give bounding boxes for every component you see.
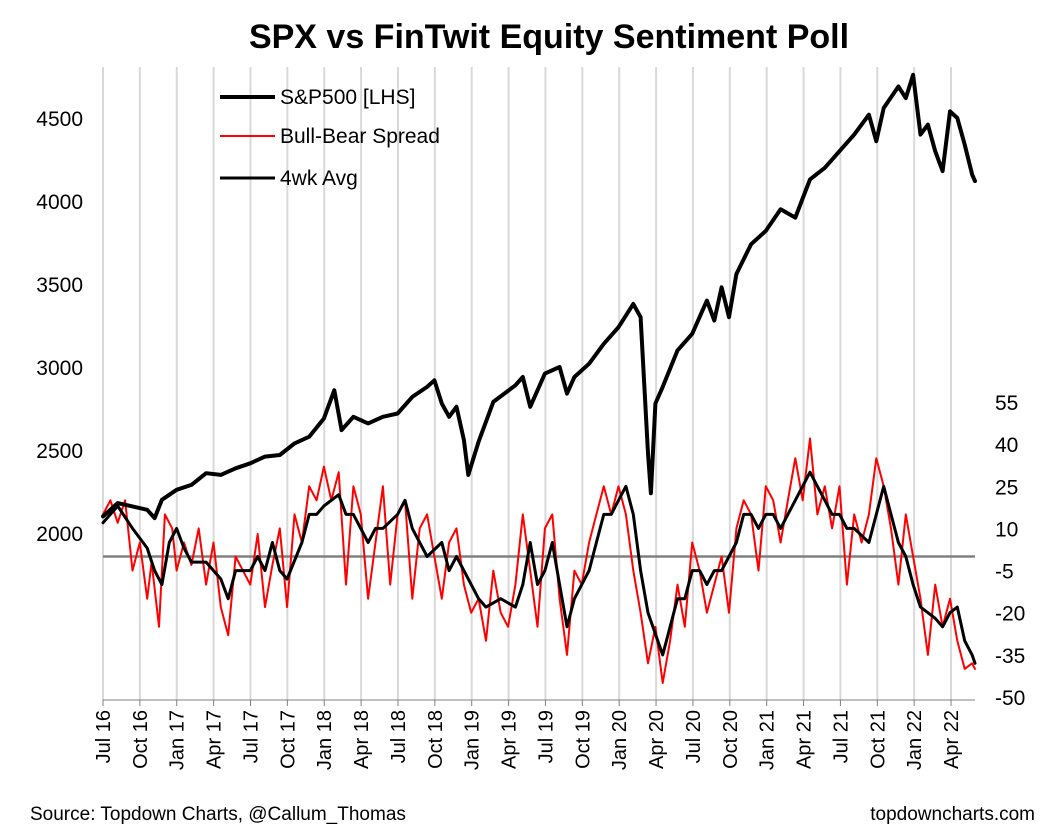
grid-layer bbox=[102, 67, 953, 700]
left-tick-label: 2500 bbox=[36, 440, 83, 463]
left-tick-label: 3000 bbox=[36, 357, 83, 380]
right-tick-label: 40 bbox=[995, 434, 1018, 457]
series-line-spread bbox=[102, 437, 976, 684]
x-tick-label: Jul 21 bbox=[830, 710, 852, 763]
footer-source: Source: Topdown Charts, @Callum_Thomas bbox=[30, 804, 406, 825]
x-tick-label: Apr 20 bbox=[646, 710, 668, 769]
x-tick-label: Apr 22 bbox=[941, 710, 963, 769]
x-tick-label: Apr 17 bbox=[204, 710, 226, 769]
x-tick-label: Apr 21 bbox=[794, 710, 816, 769]
right-tick-label: 55 bbox=[995, 392, 1018, 415]
left-tick-label: 3500 bbox=[36, 274, 83, 297]
x-tick-label: Oct 21 bbox=[867, 710, 889, 769]
left-tick-label: 2000 bbox=[36, 523, 83, 546]
right-tick-label: -20 bbox=[995, 603, 1025, 626]
x-tick-label: Jan 22 bbox=[904, 710, 926, 770]
footer-site: topdowncharts.com bbox=[870, 804, 1035, 825]
left-tick-label: 4500 bbox=[36, 108, 83, 131]
x-tick-label: Jul 19 bbox=[535, 710, 557, 763]
x-tick-label: Oct 18 bbox=[425, 710, 447, 769]
series-layer bbox=[101, 72, 977, 684]
axis-layer: Jul 16 Oct 16 Jan 17 Apr 17 Jul 17 Oct 17 Jan … bbox=[36, 108, 1025, 770]
series-line-avg bbox=[101, 470, 977, 665]
chart-title: SPX vs FinTwit Equity Sentiment Poll bbox=[249, 18, 849, 56]
x-tick-label: Apr 19 bbox=[499, 710, 521, 769]
x-tick-label: Jan 20 bbox=[609, 710, 631, 770]
x-tick-label: Jan 17 bbox=[167, 710, 189, 770]
legend-label-avg: 4wk Avg bbox=[280, 167, 358, 190]
x-tick-label: Jan 21 bbox=[757, 710, 779, 770]
x-tick-label: Jul 18 bbox=[388, 710, 410, 763]
legend: S&P500 [LHS] Bull-Bear Spread 4wk Avg bbox=[220, 86, 440, 190]
x-tick-label: Oct 16 bbox=[130, 710, 152, 769]
x-tick-label: Jul 20 bbox=[683, 710, 705, 763]
x-tick-label: Oct 17 bbox=[277, 710, 299, 769]
x-tick-label: Jan 19 bbox=[462, 710, 484, 770]
x-tick-label: Oct 20 bbox=[720, 710, 742, 769]
legend-label-sp500: S&P500 [LHS] bbox=[280, 86, 415, 109]
right-tick-label: 25 bbox=[995, 476, 1018, 499]
left-tick-label: 4000 bbox=[36, 191, 83, 214]
right-tick-label: 10 bbox=[995, 518, 1018, 541]
x-tick-label: Oct 19 bbox=[572, 710, 594, 769]
legend-label-spread: Bull-Bear Spread bbox=[280, 125, 440, 148]
x-tick-label: Jul 16 bbox=[93, 710, 115, 763]
right-tick-label: -35 bbox=[995, 645, 1025, 668]
right-tick-label: -50 bbox=[995, 687, 1025, 710]
x-tick-label: Apr 18 bbox=[351, 710, 373, 769]
right-tick-label: -5 bbox=[995, 561, 1014, 584]
x-tick-label: Jul 17 bbox=[240, 710, 262, 763]
series-line-sp500 bbox=[101, 72, 977, 521]
x-tick-label: Jan 18 bbox=[314, 710, 336, 770]
